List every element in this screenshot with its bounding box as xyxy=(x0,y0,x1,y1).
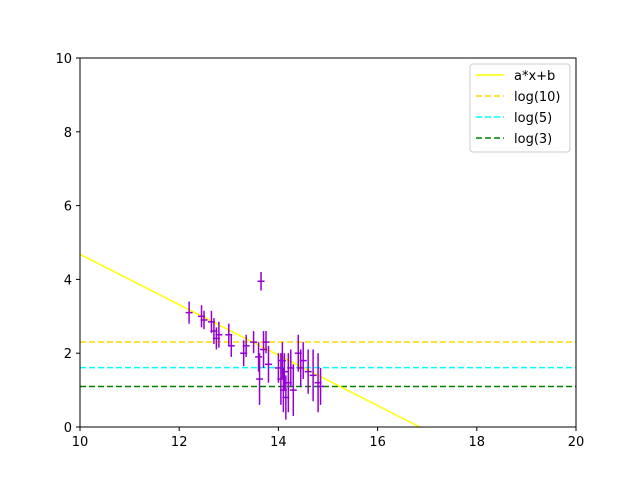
legend-label: log(3) xyxy=(514,132,552,147)
fit-line-group xyxy=(80,253,421,427)
errorbar-point xyxy=(215,321,223,348)
errorbar-point xyxy=(255,342,263,372)
errorbar-point xyxy=(257,272,265,291)
errorbar-point xyxy=(200,310,208,330)
y-tick-label: 8 xyxy=(64,126,72,141)
x-tick-label: 14 xyxy=(270,435,287,450)
legend: a*x+b log(10) log(5) log(3) xyxy=(469,63,571,153)
errorbar-point xyxy=(289,364,297,416)
errorbar-point xyxy=(185,301,193,324)
x-tick-label: 16 xyxy=(369,435,386,450)
errorbar-point xyxy=(280,353,288,391)
legend-label: log(5) xyxy=(514,111,552,126)
x-tick-label: 12 xyxy=(171,435,188,450)
y-tick-label: 10 xyxy=(55,52,72,67)
reference-lines xyxy=(80,341,576,388)
legend-box xyxy=(469,63,571,153)
legend-item-a-x-b: a*x+b xyxy=(476,69,555,84)
y-tick-label: 6 xyxy=(64,200,72,215)
errorbar-point xyxy=(264,345,272,383)
legend-label: log(10) xyxy=(514,90,561,105)
plot-frame xyxy=(79,57,577,428)
y-axis: 0 2 4 6 8 10 xyxy=(55,52,80,436)
series-line-a-x-b xyxy=(80,253,421,427)
x-tick-label: 20 xyxy=(568,435,585,450)
errorbar-series xyxy=(185,272,325,420)
errorbar-point xyxy=(250,331,258,354)
x-axis: 10 12 14 16 18 20 xyxy=(72,427,585,450)
errorbar-point xyxy=(242,334,250,357)
y-tick-label: 4 xyxy=(64,273,72,288)
errorbar-point xyxy=(304,349,312,394)
y-tick-label: 2 xyxy=(64,347,72,362)
errorbar-point xyxy=(309,349,317,402)
y-tick-label: 0 xyxy=(64,421,72,436)
legend-item-log-10: log(10) xyxy=(476,90,561,105)
x-tick-label: 10 xyxy=(72,435,89,450)
legend-item-log-5: log(5) xyxy=(476,111,552,126)
errorbar-point xyxy=(256,353,264,405)
errorbar-point xyxy=(317,367,325,405)
errorbar-point xyxy=(227,334,235,357)
legend-item-log-3: log(3) xyxy=(476,132,552,147)
legend-label: a*x+b xyxy=(514,69,555,84)
errorbar-point xyxy=(262,331,270,354)
errorbar-point xyxy=(299,342,307,380)
x-tick-label: 18 xyxy=(469,435,486,450)
